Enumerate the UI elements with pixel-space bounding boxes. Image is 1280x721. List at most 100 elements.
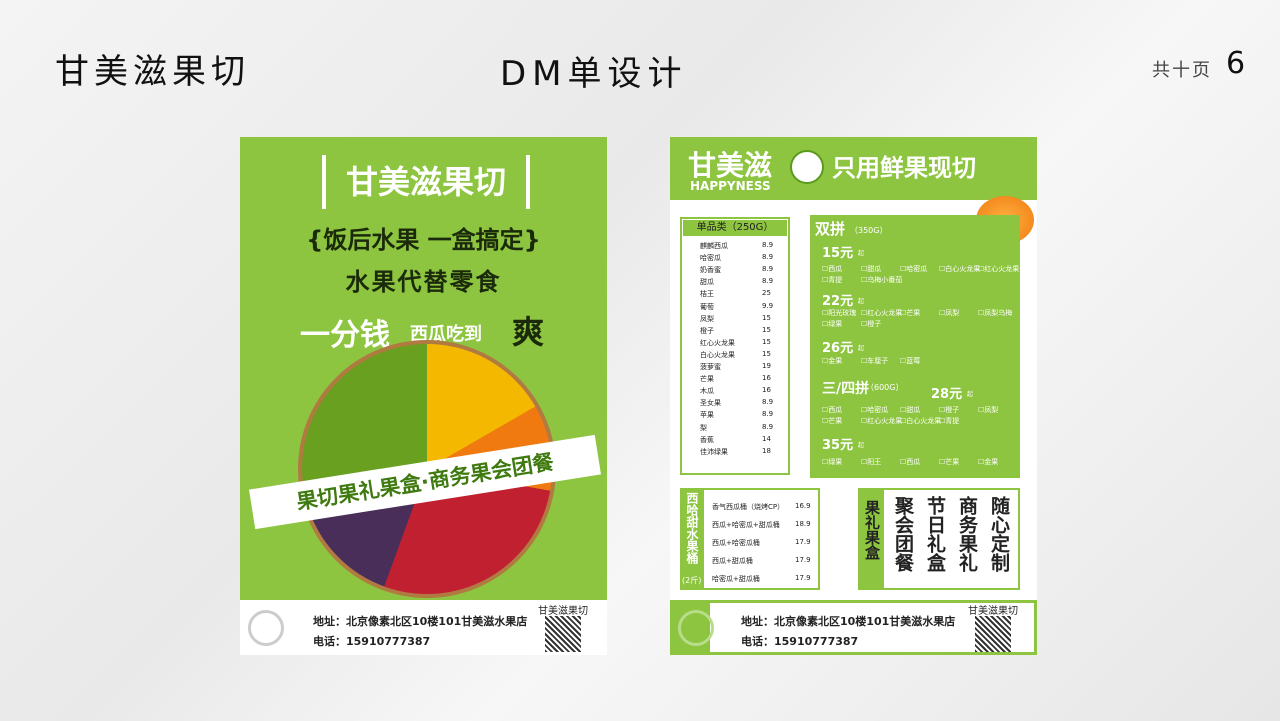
tier-item: ☐乌梅小番茄: [861, 276, 903, 284]
tier-item: ☐蓝莓: [900, 357, 921, 365]
tier-item: ☐绿果: [822, 320, 843, 328]
tier-item: ☐西瓜: [900, 458, 921, 466]
gift-column: 随心定制: [988, 496, 1010, 572]
single-box: [680, 217, 790, 475]
back-qr-label: 甘美滋果切: [968, 606, 1018, 617]
single-price: 8.9: [762, 265, 774, 274]
front-line2: 水果代替零食: [345, 268, 502, 296]
bucket-item: 西瓜+哈密瓜+甜瓜桶: [712, 521, 780, 529]
single-price: 25: [762, 289, 771, 298]
single-price: 8.9: [762, 422, 774, 431]
tier-price: 28元: [931, 387, 963, 402]
tier-item: ☐红心火龙果: [861, 309, 903, 317]
single-price: 8.9: [762, 398, 774, 407]
single-price: 9.9: [762, 301, 774, 310]
single-item: 奶香蜜: [700, 266, 721, 275]
tier-price: 26元: [822, 341, 854, 356]
tier-suffix: 起: [858, 250, 865, 257]
single-price: 16: [762, 386, 771, 395]
single-item: 凤梨: [700, 314, 714, 323]
single-item: 麒麟西瓜: [700, 242, 728, 250]
combo-title2: 三/四拼: [822, 381, 870, 397]
gift-box: [858, 488, 1020, 590]
back-header: [670, 137, 1037, 200]
tier-item: ☐绿果: [822, 458, 843, 466]
front-qr-label: 甘美滋果切: [538, 606, 588, 617]
info-icon: [248, 610, 284, 646]
tier-item: ☐白心火龙果: [939, 265, 981, 273]
single-item: 木瓜: [700, 387, 714, 396]
single-price: 8.9: [762, 241, 774, 249]
single-price: 8.9: [762, 410, 774, 419]
tier-item: ☐红心火龙果: [978, 265, 1020, 273]
tier-item: ☐哈密瓜: [861, 406, 889, 414]
bucket-price: 17.9: [795, 538, 811, 546]
bucket-price: 16.9: [795, 502, 811, 510]
tier-item: ☐凤梨: [939, 309, 960, 317]
single-item: 甜瓜: [700, 278, 714, 287]
tier-item: ☐阳王: [861, 458, 882, 466]
page-subtitle: DM单设计: [500, 54, 688, 94]
single-item: 菠萝蜜: [700, 363, 721, 371]
promo-big: 一分钱: [300, 318, 390, 353]
single-item: 圣女果: [700, 399, 721, 408]
tier-item: ☐橙子: [939, 406, 960, 414]
tier-item: ☐芒果: [939, 458, 960, 466]
tier-suffix: 起: [858, 345, 865, 352]
promo-end: 爽: [512, 313, 545, 351]
bucket-price: 17.9: [795, 556, 811, 564]
single-item: 白心火龙果: [700, 350, 735, 359]
single-item: 橙子: [700, 326, 714, 335]
single-item: 哈密瓜: [700, 254, 721, 263]
tier-price: 22元: [822, 294, 854, 309]
single-price: 8.9: [762, 253, 774, 262]
front-slogan: {饭后水果 一盒搞定}: [306, 226, 541, 254]
bucket-price: 17.9: [795, 574, 811, 582]
back-phone: 电话：15910777387: [741, 635, 859, 648]
tier-item: ☐芒果: [900, 309, 921, 317]
gift-column: 节日礼盒: [924, 496, 946, 572]
tier-price: 15元: [822, 246, 854, 261]
single-item: 佳沛绿果: [700, 447, 728, 456]
combo-box: [810, 215, 1020, 478]
single-price: 8.9: [762, 277, 774, 286]
bucket-box: [680, 488, 820, 590]
single-price: 15: [762, 337, 771, 346]
single-item: 桔王: [700, 290, 714, 299]
front-address: 地址：北京像素北区10楼101甘美滋水果店: [313, 615, 528, 628]
tier-item: ☐车厘子: [861, 357, 889, 365]
back-brand: 甘美滋: [688, 149, 773, 182]
page-number: 6: [1226, 46, 1246, 81]
page-title: 甘美滋果切: [55, 52, 250, 92]
single-item: 芒果: [700, 375, 714, 384]
tier-item: ☐橙子: [861, 320, 882, 328]
page-label: 共十页: [1152, 60, 1212, 81]
front-phone: 电话：15910777387: [313, 635, 431, 648]
combo-weight2: （600G）: [866, 383, 904, 392]
combo-weight: （350G）: [850, 226, 888, 235]
tier-suffix: 起: [858, 298, 865, 305]
single-item: 苹果: [700, 411, 714, 420]
tier-item: ☐西瓜: [822, 406, 843, 414]
single-title: 单品类（250G）: [683, 220, 787, 236]
tier-item: ☐哈密瓜: [900, 265, 928, 273]
back-brand-en: HAPPYNESS: [690, 179, 771, 193]
single-item: 香蕉: [700, 435, 714, 444]
bucket-item: 香气西瓜桶（烧烤CP）: [712, 503, 785, 511]
single-price: 18: [762, 446, 771, 455]
bucket-item: 西瓜+甜瓜桶: [712, 557, 753, 565]
tier-item: ☐金果: [822, 357, 843, 365]
combo-title: 双拼: [815, 220, 846, 238]
promo-small: 西瓜吃到: [410, 324, 482, 345]
back-qr: [975, 616, 1011, 652]
tier-item: ☐金果: [978, 458, 999, 466]
bucket-item: 哈密瓜+甜瓜桶: [712, 575, 760, 583]
single-price: 15: [762, 313, 771, 322]
single-price: 15: [762, 325, 771, 334]
back-logo: [790, 150, 824, 184]
gift-side: [860, 490, 884, 588]
tier-item: ☐红心火龙果: [861, 417, 903, 425]
front-brand: 甘美滋果切: [322, 155, 530, 209]
back-address: 地址：北京像素北区10楼101甘美滋水果店: [741, 615, 956, 628]
